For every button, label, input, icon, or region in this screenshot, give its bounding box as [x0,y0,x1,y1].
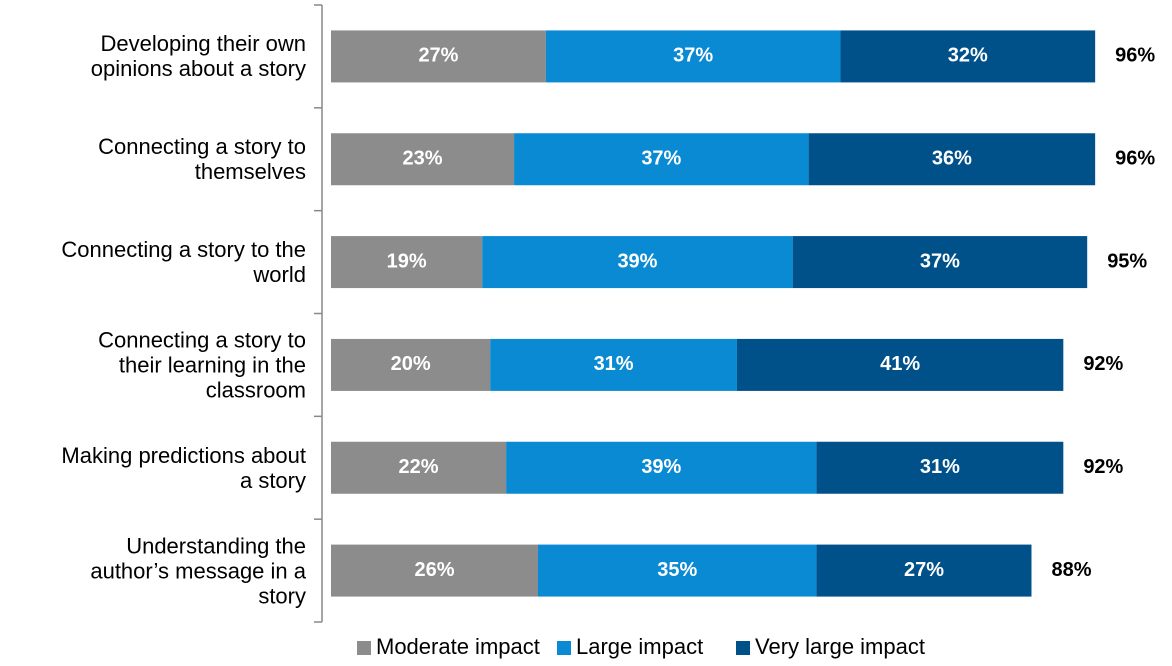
segment-label: 35% [657,559,697,581]
segment-label: 27% [904,559,944,581]
segment-label: 37% [673,45,713,67]
bar-segment [482,236,793,289]
category-label: Developing their own opinions about a st… [90,31,306,82]
segment-label: 32% [948,45,988,67]
legend-label: Large impact [576,634,703,659]
segment-label: 31% [594,353,634,375]
segment-label: 26% [414,559,454,581]
category-label: Making predictions about a story [61,442,306,493]
segment-label: 19% [387,250,427,272]
segment-label: 27% [418,45,458,67]
legend-swatch [736,641,750,655]
segment-label: 39% [641,456,681,478]
bar-segment [808,133,1096,186]
total-label: 92% [1083,353,1123,375]
bar-segment [840,30,1096,83]
bar-segment [736,338,1064,391]
segment-label: 22% [399,456,439,478]
bar-segment [816,544,1032,597]
total-label: 96% [1115,45,1155,67]
segment-label: 37% [920,250,960,272]
bar-segment [816,441,1064,494]
segment-label: 31% [920,456,960,478]
total-label: 95% [1107,250,1147,272]
bar-segment [331,441,507,494]
bar-segment [514,133,809,186]
category-label: Connecting a story to their learning in … [98,327,306,403]
bar-segment [537,544,817,597]
bar-segment [331,338,491,391]
segment-label: 36% [932,148,972,170]
category-label: Understanding the author’s message in a … [90,533,306,609]
legend-swatch [557,641,571,655]
bar-segment [545,30,841,83]
segment-label: 23% [403,148,443,170]
total-label: 92% [1083,456,1123,478]
segment-label: 37% [641,148,681,170]
bar-segment [506,441,817,494]
total-label: 88% [1051,559,1091,581]
total-label: 96% [1115,148,1155,170]
legend-label: Very large impact [755,634,925,659]
legend-swatch [357,641,371,655]
bar-segment [331,133,515,186]
segment-label: 41% [880,353,920,375]
category-label: Connecting a story to the world [61,237,306,288]
segment-label: 39% [617,250,657,272]
bar-segment [331,30,546,83]
bar-segment [331,236,483,289]
category-label: Connecting a story to themselves [98,134,306,185]
segment-label: 20% [391,353,431,375]
legend-label: Moderate impact [376,634,540,659]
bar-segment [331,544,538,597]
bar-segment [792,236,1088,289]
bar-segment [490,338,737,391]
